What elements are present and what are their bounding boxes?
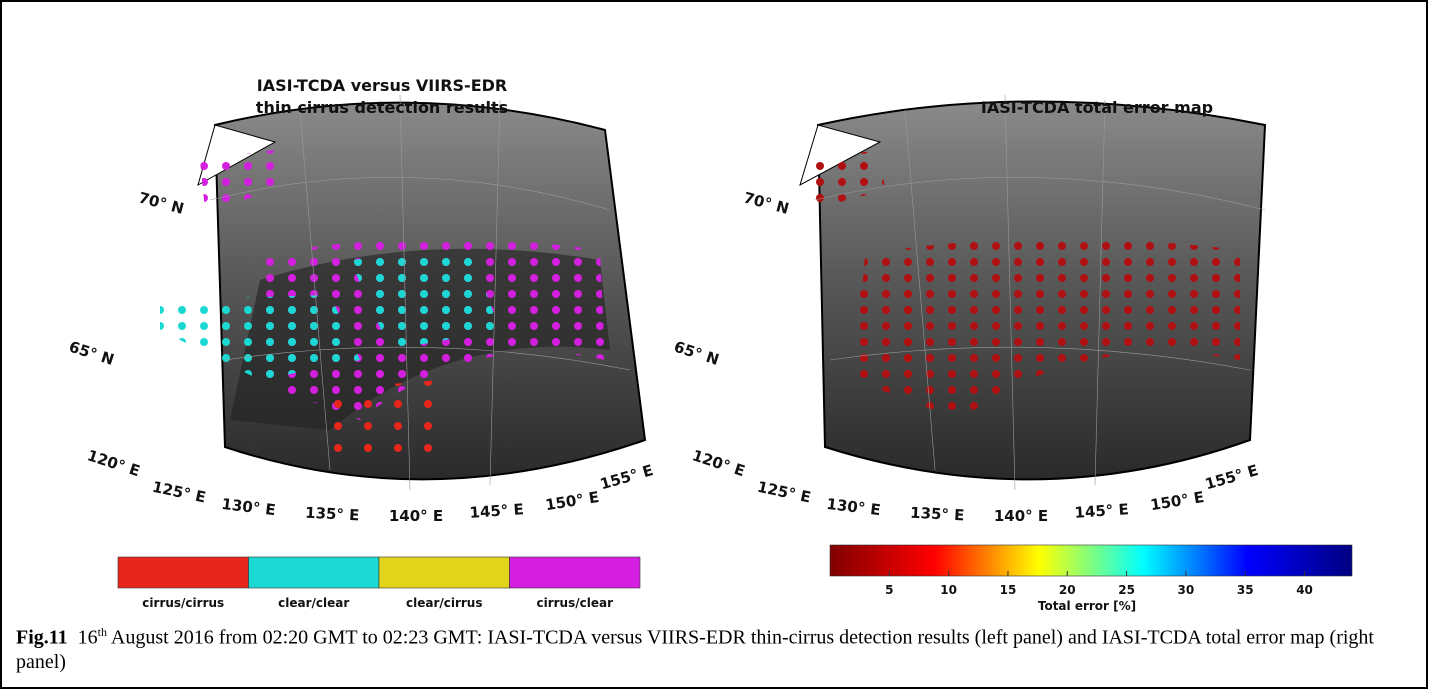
longitude-label: 145° E — [1074, 500, 1129, 522]
latitude-label: 70° N — [742, 189, 791, 218]
legend-swatch — [378, 556, 510, 589]
longitude-label: 135° E — [305, 504, 360, 525]
longitude-label: 125° E — [151, 478, 208, 507]
longitude-label: 140° E — [994, 507, 1048, 525]
caption: Fig.11 16th August 2016 from 02:20 GMT t… — [16, 620, 1406, 674]
latitude-label: 70° N — [137, 189, 186, 218]
legend-label: clear/clear — [278, 596, 349, 610]
left-title: IASI-TCDA versus VIIRS-EDR — [257, 76, 507, 95]
longitude-label: 155° E — [598, 461, 655, 493]
longitude-label: 125° E — [756, 478, 813, 507]
colorbar-tick-label: 30 — [1178, 583, 1195, 597]
longitude-label: 155° E — [1203, 461, 1260, 493]
longitude-label: 150° E — [1149, 488, 1205, 514]
latitude-label: 65° N — [672, 338, 721, 369]
longitude-label: 130° E — [826, 495, 882, 519]
caption-day-suffix: th — [97, 625, 108, 639]
right-map — [799, 94, 1267, 491]
colorbar-tick-label: 40 — [1296, 583, 1313, 597]
legend-label: cirrus/cirrus — [142, 596, 224, 610]
caption-day: 16 — [77, 626, 98, 649]
longitude-label: 135° E — [910, 504, 965, 525]
legend-label: clear/cirrus — [406, 596, 483, 610]
caption-label: Fig.11 — [16, 626, 68, 649]
latitude-label: 65° N — [67, 338, 116, 369]
colorbar-tick-label: 10 — [940, 583, 957, 597]
colorbar-tick-label: 5 — [885, 583, 893, 597]
left-title: thin cirrus detection results — [256, 98, 508, 117]
colorbar-label: Total error [%] — [1038, 599, 1136, 613]
legend-swatch — [509, 556, 641, 589]
legend-label: cirrus/clear — [536, 596, 613, 610]
legend-swatch — [117, 556, 249, 589]
legend-swatch — [248, 556, 380, 589]
colorbar-tick-label: 35 — [1237, 583, 1254, 597]
colorbar-tick-label: 20 — [1059, 583, 1076, 597]
right-title: IASI-TCDA total error map — [981, 98, 1213, 117]
longitude-label: 130° E — [221, 495, 277, 519]
colorbar-tick-label: 15 — [1000, 583, 1017, 597]
left-map — [160, 94, 647, 491]
longitude-label: 150° E — [544, 488, 600, 514]
caption-text: August 2016 from 02:20 GMT to 02:23 GMT:… — [16, 626, 1374, 673]
longitude-label: 140° E — [389, 507, 443, 525]
colorbar — [829, 544, 1353, 577]
longitude-label: 120° E — [85, 446, 142, 480]
colorbar-tick-label: 25 — [1118, 583, 1135, 597]
longitude-label: 145° E — [469, 500, 524, 522]
longitude-label: 120° E — [690, 446, 747, 480]
